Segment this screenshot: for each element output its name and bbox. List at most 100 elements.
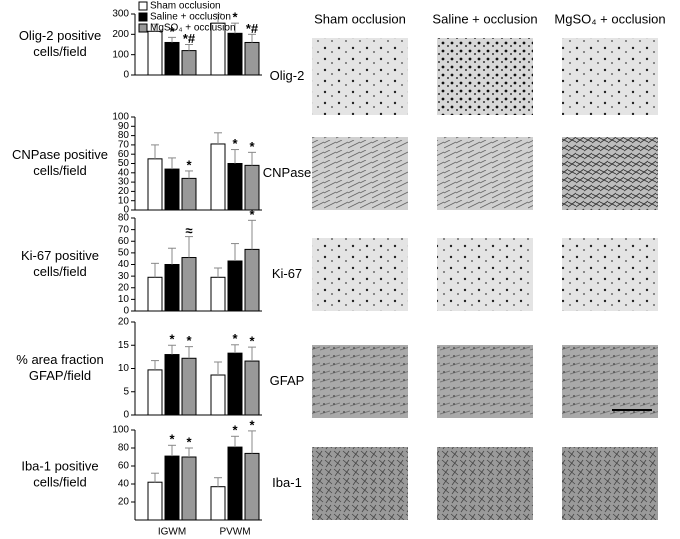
bar <box>227 163 243 211</box>
micrograph <box>562 238 658 311</box>
significance-marker: * <box>249 139 255 154</box>
y-tick-label: 0 <box>123 410 129 421</box>
micrograph <box>437 345 533 418</box>
y-tick-label: 15 <box>118 340 130 351</box>
y-axis-label: CNPase positive <box>12 147 108 162</box>
y-tick-label: 20 <box>118 497 130 508</box>
y-axis-label: cells/field <box>33 264 86 279</box>
significance-marker: * <box>186 434 192 449</box>
legend-swatch <box>138 23 148 33</box>
significance-marker: * <box>169 432 175 447</box>
bar <box>164 264 180 312</box>
micrograph <box>312 447 408 520</box>
y-axis-label: Olig-2 positive <box>19 28 101 43</box>
bar <box>227 260 243 312</box>
significance-marker: * <box>186 333 192 348</box>
significance-marker: ≈ <box>185 223 192 238</box>
legend-label: Sham occlusion <box>150 1 221 12</box>
micrograph <box>437 238 533 311</box>
bar <box>147 158 163 211</box>
bar <box>244 452 260 521</box>
x-tick-label: PVWM <box>219 527 250 538</box>
micrograph <box>312 137 408 210</box>
y-tick-label: 60 <box>118 461 130 472</box>
micrograph <box>562 447 658 520</box>
row-label: Ki-67 <box>272 266 302 281</box>
significance-marker: * <box>249 417 255 432</box>
row-label: CNPase <box>263 165 311 180</box>
bar <box>147 481 163 521</box>
significance-marker: * <box>249 207 255 222</box>
y-tick-label: 40 <box>118 479 130 490</box>
y-tick-label: 60 <box>118 236 130 247</box>
bar <box>164 168 180 211</box>
bar <box>147 276 163 312</box>
y-tick-label: 60 <box>118 149 130 160</box>
bar <box>147 369 163 416</box>
significance-marker: * <box>232 331 238 346</box>
y-tick-label: 40 <box>118 259 130 270</box>
column-header: Sham occlusion <box>314 11 406 26</box>
y-tick-label: 80 <box>118 443 130 454</box>
y-tick-label: 100 <box>112 112 129 123</box>
y-tick-label: 20 <box>118 317 130 328</box>
legend-label: MgSO₄ + occlusion <box>150 23 236 34</box>
micrograph <box>437 137 533 210</box>
bar <box>210 276 226 312</box>
micrograph <box>312 38 408 115</box>
significance-marker: * <box>232 136 238 151</box>
bar <box>181 257 197 312</box>
bar <box>244 41 260 76</box>
bar <box>210 143 226 211</box>
significance-marker: * <box>232 10 238 25</box>
x-tick-label: IGWM <box>158 527 186 538</box>
y-tick-label: 50 <box>118 248 130 259</box>
legend-swatch <box>138 12 148 22</box>
y-tick-label: 80 <box>118 213 130 224</box>
bar <box>164 354 180 416</box>
micrograph <box>562 345 658 418</box>
y-axis-label: GFAP/field <box>29 368 91 383</box>
y-tick-label: 100 <box>112 425 129 436</box>
significance-marker: * <box>232 423 238 438</box>
bar <box>227 352 243 416</box>
y-tick-label: 20 <box>118 282 130 293</box>
legend-label: Saline + occlusion <box>150 12 231 23</box>
y-tick-label: 200 <box>112 29 129 40</box>
micrograph <box>562 137 658 210</box>
row-label: GFAP <box>270 373 305 388</box>
significance-marker: *# <box>183 31 196 46</box>
significance-marker: * <box>169 332 175 347</box>
y-tick-label: 50 <box>118 158 130 169</box>
y-axis-label: Iba-1 positive <box>21 458 98 473</box>
bar <box>244 248 260 312</box>
bar <box>227 446 243 521</box>
significance-marker: *# <box>246 21 259 36</box>
y-tick-label: 0 <box>123 306 129 317</box>
y-tick-label: 0 <box>123 205 129 216</box>
micrograph <box>562 38 658 115</box>
bar <box>227 32 243 76</box>
y-tick-label: 70 <box>118 140 130 151</box>
significance-marker: * <box>249 334 255 349</box>
y-tick-label: 100 <box>112 49 129 60</box>
bar <box>244 164 260 211</box>
y-tick-label: 90 <box>118 121 130 132</box>
legend-swatch <box>138 1 148 11</box>
y-tick-label: 300 <box>112 9 129 20</box>
y-tick-label: 40 <box>118 167 130 178</box>
y-axis-label: cells/field <box>33 474 86 489</box>
y-axis-label: cells/field <box>33 44 86 59</box>
bar <box>181 50 197 76</box>
bar <box>244 360 260 416</box>
bar <box>181 357 197 416</box>
column-header: MgSO₄ + occlusion <box>554 11 665 26</box>
y-tick-label: 0 <box>123 70 129 81</box>
y-tick-label: 10 <box>118 195 130 206</box>
bar <box>210 374 226 416</box>
y-tick-label: 5 <box>123 386 129 397</box>
y-axis-label: % area fraction <box>16 352 103 367</box>
significance-marker: * <box>186 157 192 172</box>
micrograph <box>312 238 408 311</box>
